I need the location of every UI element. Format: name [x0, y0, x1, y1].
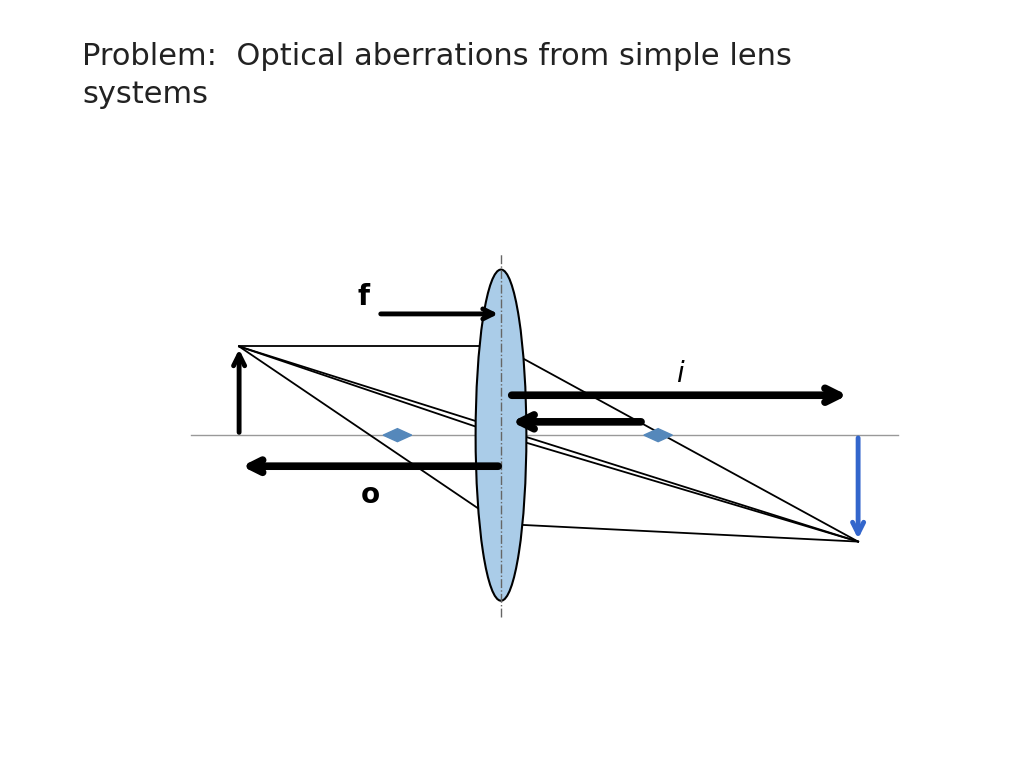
Ellipse shape [475, 270, 526, 601]
Text: o: o [360, 481, 380, 509]
Polygon shape [383, 429, 412, 442]
Text: Problem:  Optical aberrations from simple lens
systems: Problem: Optical aberrations from simple… [82, 42, 792, 110]
Polygon shape [644, 429, 673, 442]
Text: f: f [358, 283, 370, 311]
Text: i: i [676, 360, 683, 388]
